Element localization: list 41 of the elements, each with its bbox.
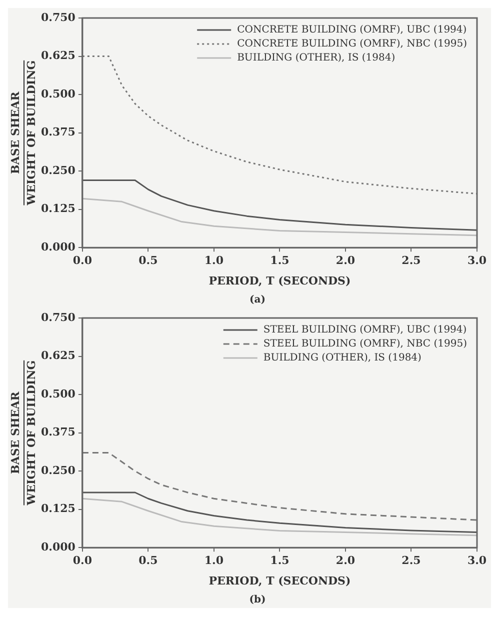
x-tick-label: 0.5 <box>138 554 158 568</box>
y-tick-label: 0.375 <box>40 126 76 139</box>
y-tick-label: 0.500 <box>40 387 76 400</box>
y-tick-label: 0.500 <box>40 87 76 100</box>
x-tick-label: 3.0 <box>467 254 487 268</box>
x-tick-label: 3.0 <box>467 554 487 568</box>
x-tick-label: 2.5 <box>402 254 421 268</box>
text: (a) <box>250 294 266 306</box>
legend-label: CONCRETE BUILDING (OMRF), NBC (1995) <box>237 38 468 50</box>
x-tick-label: 0.0 <box>72 254 92 268</box>
y-axis-title: BASE SHEAR WEIGHT OF BUILDING <box>8 60 38 206</box>
y-tick-label: 0.125 <box>40 202 76 216</box>
x-tick-label: 2.0 <box>336 554 356 568</box>
text: (b) <box>249 594 266 606</box>
legend-label: STEEL BUILDING (OMRF), UBC (1994) <box>263 324 467 336</box>
x-axis-title: PERIOD, T (SECONDS) <box>208 574 351 588</box>
y-tick-label: 0.750 <box>40 10 76 24</box>
x-tick-label: 1.0 <box>204 254 224 268</box>
legend-label: STEEL BUILDING (OMRF), NBC (1995) <box>263 338 468 350</box>
y-tick-label: 0.375 <box>40 426 76 439</box>
y-tick-label: 0.000 <box>40 540 76 554</box>
y-tick-label: 0.625 <box>40 49 76 62</box>
x-tick-label: 1.0 <box>204 554 224 568</box>
x-axis-title: PERIOD, T (SECONDS) <box>208 274 351 288</box>
y-tick-label: 0.250 <box>40 464 76 477</box>
legend-label: CONCRETE BUILDING (OMRF), UBC (1994) <box>237 24 467 36</box>
y-tick-label: 0.250 <box>40 164 76 177</box>
x-tick-label: 0.0 <box>72 554 92 568</box>
y-tick-label: 0.000 <box>40 240 76 254</box>
legend-label: BUILDING (OTHER), IS (1984) <box>263 352 422 364</box>
line-series <box>82 452 477 521</box>
x-tick-label: 1.5 <box>270 554 290 568</box>
x-tick-label: 2.5 <box>402 554 421 568</box>
x-tick-label: 2.0 <box>336 254 356 268</box>
x-tick-label: 0.5 <box>138 254 158 268</box>
y-tick-label: 0.625 <box>40 349 76 362</box>
y-tick-label: 0.750 <box>40 310 76 324</box>
legend-label: BUILDING (OTHER), IS (1984) <box>237 52 396 64</box>
x-tick-label: 1.5 <box>270 254 290 268</box>
y-tick-label: 0.125 <box>40 502 76 516</box>
y-axis-title: BASE SHEAR WEIGHT OF BUILDING <box>8 360 38 506</box>
